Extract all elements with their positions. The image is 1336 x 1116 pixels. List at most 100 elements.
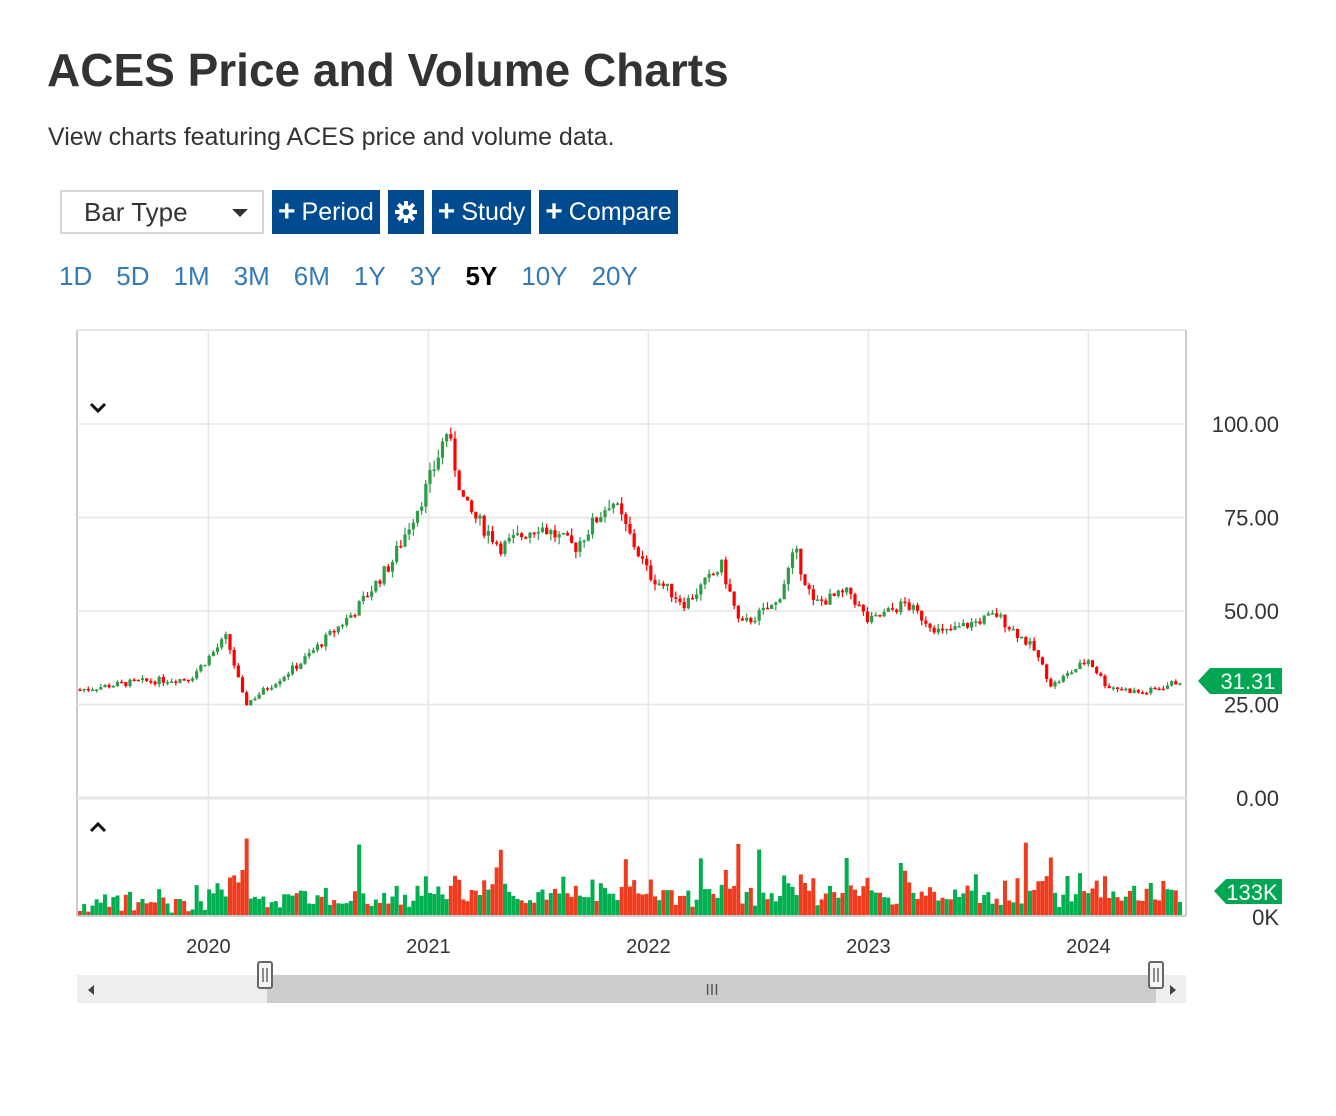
volume-bar	[840, 892, 845, 915]
candle	[799, 548, 803, 575]
volume-bar	[203, 909, 207, 915]
period-1m[interactable]: 1M	[173, 261, 210, 291]
period-5y[interactable]: 5Y	[465, 261, 498, 291]
candle	[961, 623, 965, 627]
candle	[257, 694, 261, 699]
volume-bar	[123, 894, 128, 915]
volume-bar	[282, 894, 287, 915]
volume-bar	[882, 897, 887, 915]
period-10y[interactable]: 10Y	[521, 261, 568, 291]
volume-bar	[415, 885, 420, 915]
volume-bar	[807, 890, 812, 915]
volume-bar	[1165, 889, 1170, 915]
candle	[749, 617, 753, 623]
volume-bar	[994, 898, 999, 915]
volume-bar	[290, 895, 295, 915]
period-5d[interactable]: 5D	[116, 261, 150, 291]
volume-bar	[107, 906, 112, 915]
period-1y[interactable]: 1Y	[353, 261, 386, 291]
navigator-thumb[interactable]	[267, 975, 1156, 1003]
candle	[365, 595, 370, 598]
study-button[interactable]: + Study	[431, 190, 532, 234]
volume-bar	[1140, 900, 1145, 915]
candle	[1115, 687, 1120, 689]
candle	[757, 610, 761, 621]
volume-bar	[119, 910, 124, 915]
volume-bar	[461, 899, 466, 915]
compare-button[interactable]: + Compare	[539, 190, 678, 234]
candle	[1149, 687, 1153, 694]
candle	[1032, 640, 1036, 651]
volume-bar	[623, 859, 628, 915]
candle	[803, 574, 807, 585]
volume-bar	[703, 889, 707, 915]
volume-bar	[1153, 899, 1157, 915]
candle	[878, 614, 882, 617]
period-3m[interactable]: 3M	[233, 261, 270, 291]
collapse-volume-chevron-icon[interactable]	[89, 821, 107, 833]
volume-bar	[228, 877, 232, 915]
volume-bar	[586, 897, 591, 915]
volume-bar	[1144, 888, 1149, 915]
candle	[953, 626, 957, 630]
volume-bar	[407, 906, 412, 915]
period-3y[interactable]: 3Y	[409, 261, 442, 291]
candle	[424, 483, 428, 507]
candle	[486, 531, 490, 536]
navigator-left-handle[interactable]	[257, 961, 273, 989]
volume-bar	[953, 889, 957, 915]
volume-bar	[82, 904, 87, 915]
candle	[795, 548, 799, 553]
candle	[674, 597, 678, 599]
volume-bar	[798, 874, 803, 915]
navigator[interactable]: III	[77, 961, 1186, 1003]
candle	[720, 559, 724, 573]
volume-bar	[607, 893, 612, 915]
candle	[1145, 692, 1149, 695]
candle	[1036, 650, 1040, 658]
volume-bar	[790, 886, 795, 915]
bar-type-select[interactable]: Bar Type	[60, 190, 264, 234]
volume-bar	[265, 907, 270, 915]
candle	[595, 517, 599, 523]
candle	[432, 469, 436, 471]
candle	[649, 565, 653, 580]
volume-bar	[186, 911, 191, 915]
volume-bar	[603, 888, 607, 915]
gear-icon	[394, 201, 417, 223]
volume-bar	[1011, 902, 1016, 915]
candle	[936, 628, 940, 633]
candle	[303, 656, 307, 664]
period-button[interactable]: + Period	[272, 190, 380, 234]
candle	[770, 604, 774, 610]
collapse-price-chevron-icon[interactable]	[89, 402, 107, 414]
candle	[907, 602, 911, 610]
volume-bar	[865, 877, 870, 915]
candle	[849, 587, 853, 595]
candle	[999, 614, 1003, 617]
navigator-right-handle[interactable]	[1148, 961, 1164, 989]
volume-bar	[398, 904, 403, 915]
volume-bar	[1003, 880, 1007, 915]
scroll-left-arrow-icon[interactable]	[88, 985, 94, 995]
period-1d[interactable]: 1D	[59, 261, 93, 291]
candle	[753, 620, 757, 623]
navigator-grip[interactable]: III	[705, 982, 718, 999]
bar-type-label: Bar Type	[84, 196, 188, 227]
volume-bar	[298, 890, 303, 915]
period-6m[interactable]: 6M	[293, 261, 330, 291]
settings-button[interactable]	[387, 190, 424, 234]
volume-bar	[369, 905, 374, 915]
volume-bar	[1078, 873, 1082, 915]
candle	[1078, 662, 1082, 669]
period-20y[interactable]: 20Y	[591, 261, 638, 291]
volume-bar	[619, 886, 624, 915]
scroll-right-arrow-icon[interactable]	[1170, 985, 1176, 995]
volume-bar	[1103, 876, 1107, 915]
candle	[853, 594, 857, 605]
volume-bar	[403, 894, 407, 915]
volume-bar	[573, 885, 578, 915]
candle	[190, 678, 195, 681]
candle	[732, 591, 736, 606]
